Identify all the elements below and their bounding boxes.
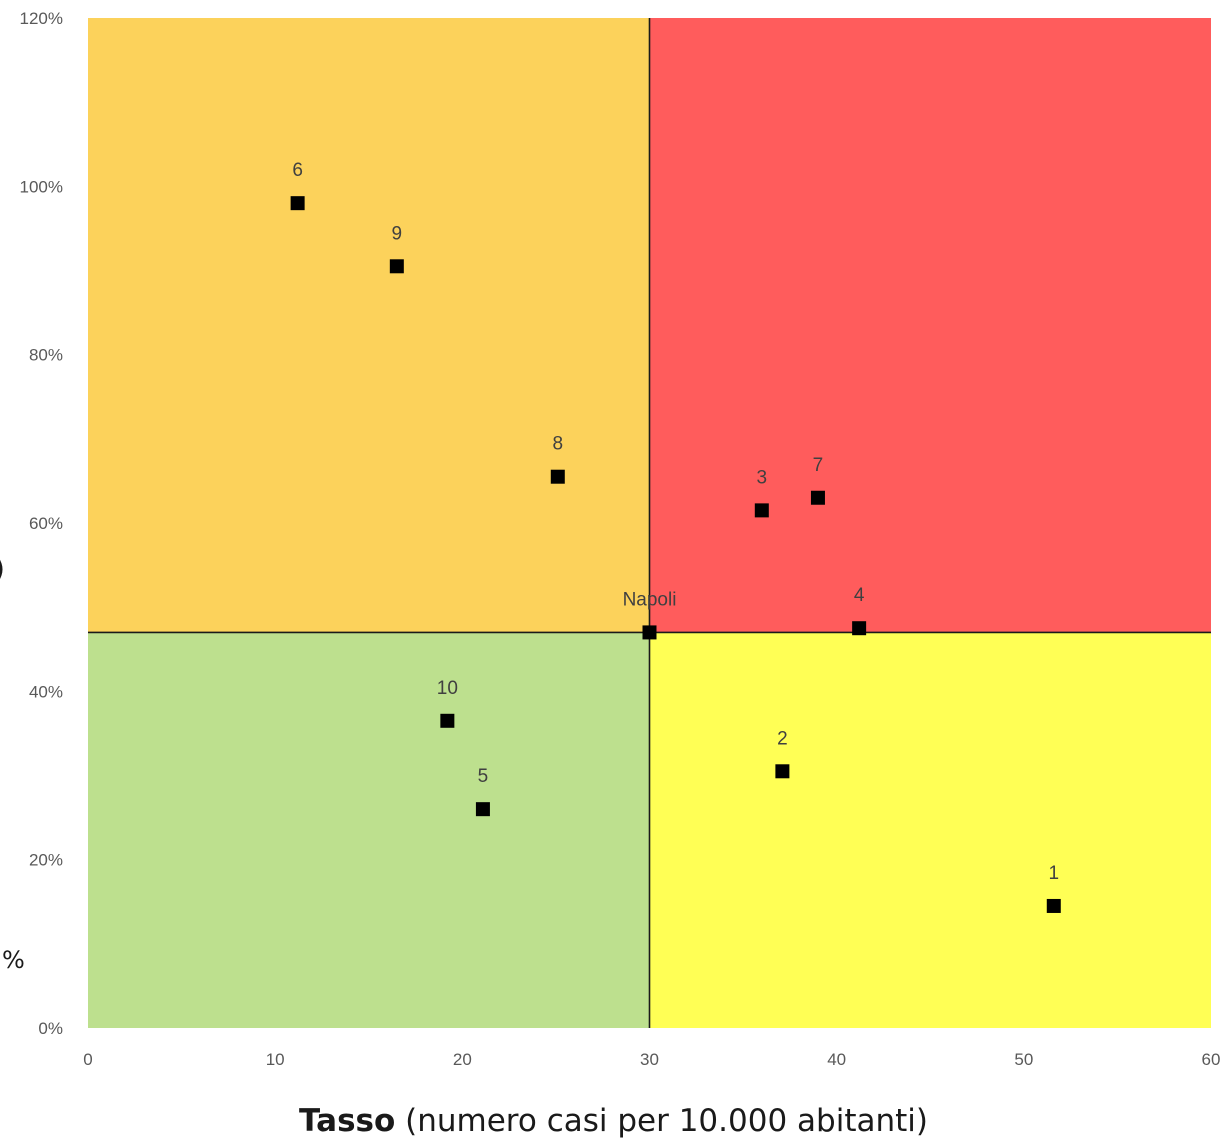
data-point-marker xyxy=(440,713,455,728)
x-tick-label: 50 xyxy=(1014,1050,1033,1069)
x-axis-ticks: 0 10 20 30 40 50 60 xyxy=(83,1050,1220,1069)
data-point-marker xyxy=(290,196,305,211)
y-tick-label: 20% xyxy=(29,851,63,870)
data-point-marker xyxy=(852,621,867,636)
data-point-marker xyxy=(810,490,825,505)
x-axis-label: Tasso (numero casi per 10.000 abitanti) xyxy=(0,1103,1227,1139)
x-tick-label: 30 xyxy=(640,1050,659,1069)
data-point-label: 1 xyxy=(1048,863,1059,884)
data-point-label: 4 xyxy=(854,585,865,606)
data-point-label: 6 xyxy=(292,160,303,181)
data-point-marker xyxy=(1046,898,1061,913)
x-tick-label: 0 xyxy=(83,1050,92,1069)
quadrant-top-left xyxy=(88,18,650,633)
y-tick-label: 100% xyxy=(20,177,63,196)
data-point-marker xyxy=(389,259,404,274)
data-point-marker xyxy=(775,764,790,779)
data-point-label: 10 xyxy=(437,678,458,699)
x-axis-label-rest: (numero casi per 10.000 abitanti) xyxy=(395,1103,928,1139)
y-tick-label: 0% xyxy=(38,1019,63,1038)
x-tick-label: 10 xyxy=(266,1050,285,1069)
data-point-label: Napoli xyxy=(623,589,677,610)
y-axis-label-fragment-percent: % xyxy=(2,946,25,974)
quadrant-top-right xyxy=(649,18,1211,633)
quadrant-bottom-right xyxy=(649,632,1211,1028)
y-tick-label: 40% xyxy=(29,682,63,701)
data-point-label: 9 xyxy=(392,223,403,244)
y-tick-label: 80% xyxy=(29,346,63,365)
y-axis-ticks: 0% 20% 40% 60% 80% 100% 120% xyxy=(20,9,63,1038)
y-tick-label: 60% xyxy=(29,514,63,533)
x-tick-label: 60 xyxy=(1202,1050,1221,1069)
data-point-label: 7 xyxy=(813,455,824,476)
quadrant-bottom-left xyxy=(88,632,650,1028)
x-tick-label: 20 xyxy=(453,1050,472,1069)
data-point-marker xyxy=(754,503,769,518)
data-point-label: 2 xyxy=(777,728,788,749)
data-point-marker xyxy=(642,625,657,640)
data-point-label: 3 xyxy=(757,467,768,488)
data-point-label: 8 xyxy=(552,434,563,455)
data-point-marker xyxy=(475,802,490,817)
y-axis-label-fragment-paren: ) xyxy=(0,552,5,585)
data-point-label: 5 xyxy=(478,766,489,787)
x-axis-label-bold: Tasso xyxy=(299,1103,396,1139)
y-tick-label: 120% xyxy=(20,9,63,28)
data-point-marker xyxy=(550,469,565,484)
data-points: 1 2 3 4 5 6 7 8 9 10 Napoli xyxy=(290,160,1061,913)
x-tick-label: 40 xyxy=(827,1050,846,1069)
quadrants xyxy=(88,18,1211,1028)
